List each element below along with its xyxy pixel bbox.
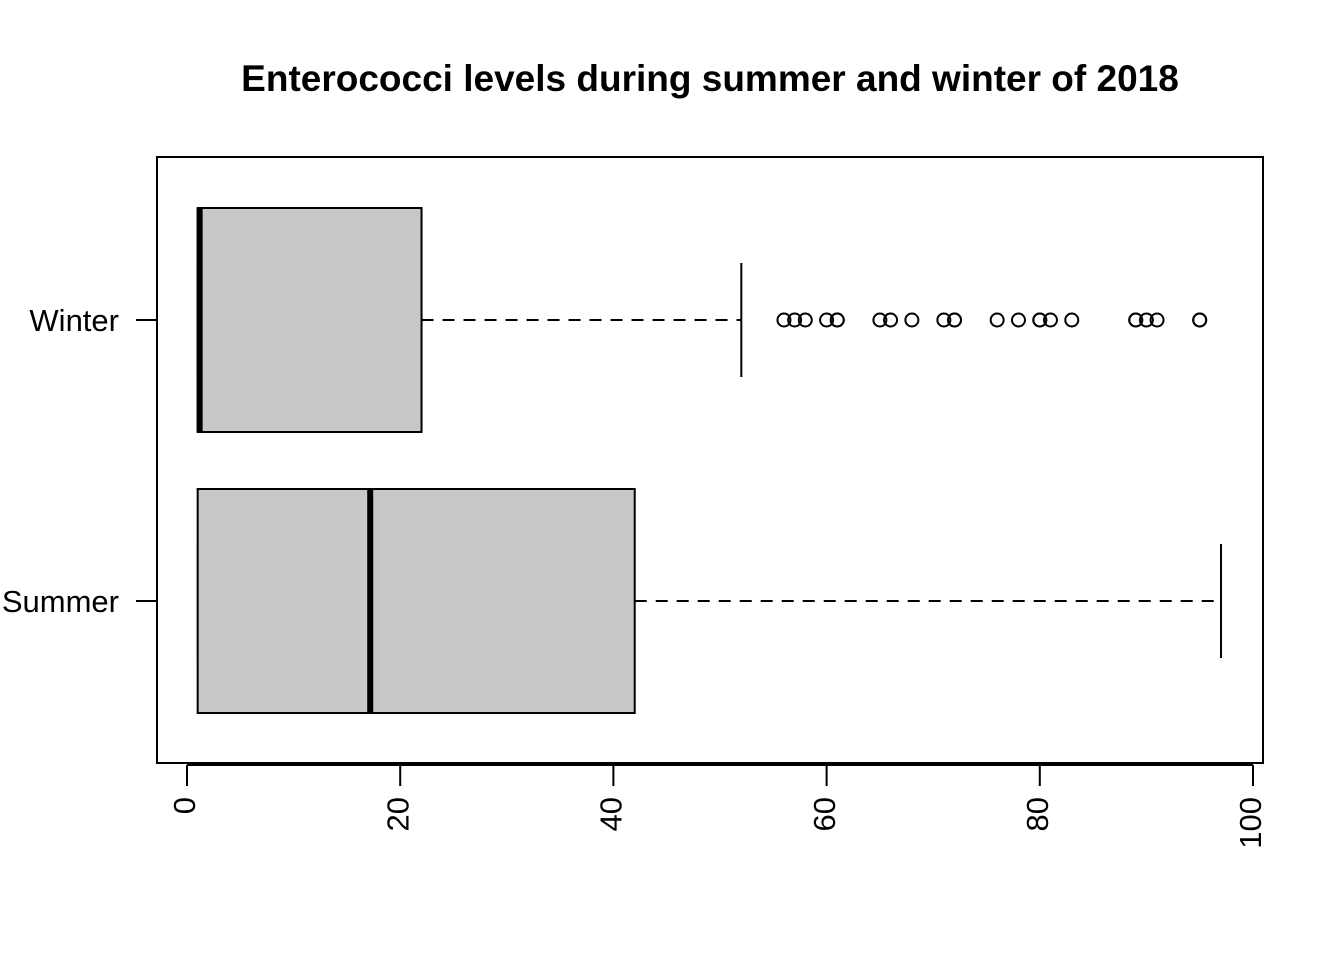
outlier-winter-12	[989, 312, 1005, 328]
outlier-winter-20	[1138, 312, 1154, 328]
y-tick-label-winter: Winter	[29, 303, 119, 338]
y-tick-label-summer: Summer	[2, 584, 119, 619]
x-tick-label-0: 0	[167, 797, 202, 814]
outlier-winter-1	[787, 312, 803, 328]
x-axis: 0 20 40 60 80 100	[167, 764, 1268, 849]
iqr-box-summer	[196, 488, 636, 714]
outlier-winter-17	[1064, 312, 1080, 328]
outlier-winter-6	[872, 312, 888, 328]
boxes	[196, 207, 1223, 714]
outlier-winter-19	[1128, 312, 1144, 328]
outlier-winter-5	[829, 312, 845, 328]
outlier-winter-11	[947, 312, 963, 328]
iqr-box-winter	[196, 207, 423, 433]
chart-title: Enterococci levels during summer and win…	[241, 58, 1179, 99]
outlier-winter-9	[936, 312, 952, 328]
outlier-winter-3	[819, 312, 835, 328]
x-tick-label-80: 80	[1020, 797, 1055, 831]
outlier-winter-7	[883, 312, 899, 328]
x-tick-label-20: 20	[380, 797, 415, 831]
outlier-winter-2	[797, 312, 813, 328]
plot-frame	[156, 156, 1264, 764]
y-axis: Summer Winter	[2, 303, 157, 619]
box-summer	[196, 488, 1223, 714]
box-winter	[196, 207, 1208, 433]
outlier-winter-23	[1192, 312, 1208, 328]
x-tick-label-60: 60	[807, 797, 842, 831]
outlier-winter-8	[904, 312, 920, 328]
x-tick-label-100: 100	[1233, 797, 1268, 849]
outlier-winter-21	[1149, 312, 1165, 328]
x-tick-label-40: 40	[594, 797, 629, 831]
outlier-winter-13	[1010, 312, 1026, 328]
outlier-winter-0	[776, 312, 792, 328]
outlier-winter-15	[1032, 312, 1048, 328]
outlier-winter-16	[1042, 312, 1058, 328]
